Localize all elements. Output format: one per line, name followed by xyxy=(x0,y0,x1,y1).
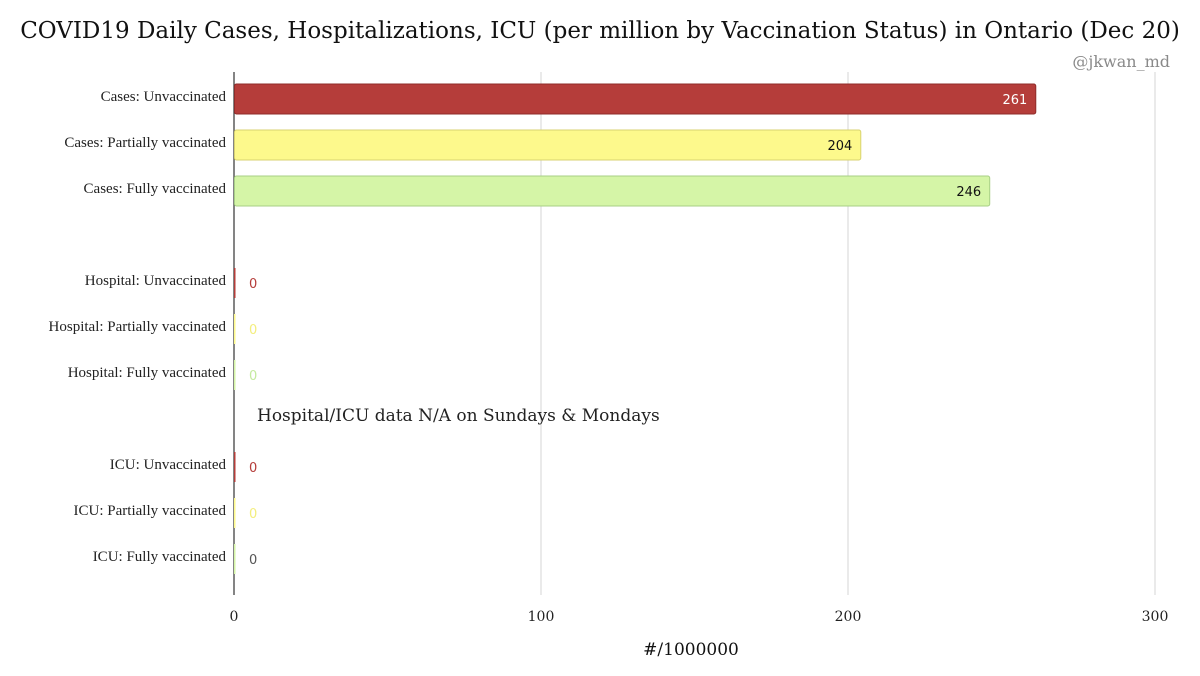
bar xyxy=(234,175,991,207)
data-label: 261 xyxy=(1002,93,1027,108)
data-label: 204 xyxy=(827,139,852,154)
x-axis-title: #/1000000 xyxy=(643,640,739,660)
category-label: Cases: Unvaccinated xyxy=(101,89,227,105)
bar xyxy=(234,544,236,574)
chart-annotation: Hospital/ICU data N/A on Sundays & Monda… xyxy=(257,406,660,426)
category-label: Hospital: Partially vaccinated xyxy=(49,319,227,335)
data-label: 0 xyxy=(249,369,257,384)
bar xyxy=(234,268,236,298)
x-tick-label-0: 0 xyxy=(230,609,239,625)
category-label: ICU: Unvaccinated xyxy=(110,457,227,473)
category-label: Hospital: Unvaccinated xyxy=(85,273,227,289)
category-label: ICU: Fully vaccinated xyxy=(93,549,227,565)
data-label: 246 xyxy=(956,185,981,200)
credit-label: @jkwan_md xyxy=(1072,52,1170,71)
x-tick-label-200: 200 xyxy=(835,609,862,625)
data-label: 0 xyxy=(249,507,257,522)
category-label: ICU: Partially vaccinated xyxy=(74,503,227,519)
bar xyxy=(234,314,236,344)
bar xyxy=(234,498,236,528)
bar xyxy=(234,129,862,161)
data-label: 0 xyxy=(249,323,257,338)
category-label: Cases: Partially vaccinated xyxy=(64,135,226,151)
data-label: 0 xyxy=(249,277,257,292)
x-tick-label-300: 300 xyxy=(1142,609,1169,625)
bar xyxy=(234,360,236,390)
bar xyxy=(234,452,236,482)
data-label: 0 xyxy=(249,553,257,568)
bar xyxy=(234,83,1037,115)
data-label: 0 xyxy=(249,461,257,476)
x-tick-label-100: 100 xyxy=(528,609,555,625)
chart-title: COVID19 Daily Cases, Hospitalizations, I… xyxy=(20,18,1180,44)
category-label: Hospital: Fully vaccinated xyxy=(68,365,227,381)
category-label: Cases: Fully vaccinated xyxy=(84,181,227,197)
